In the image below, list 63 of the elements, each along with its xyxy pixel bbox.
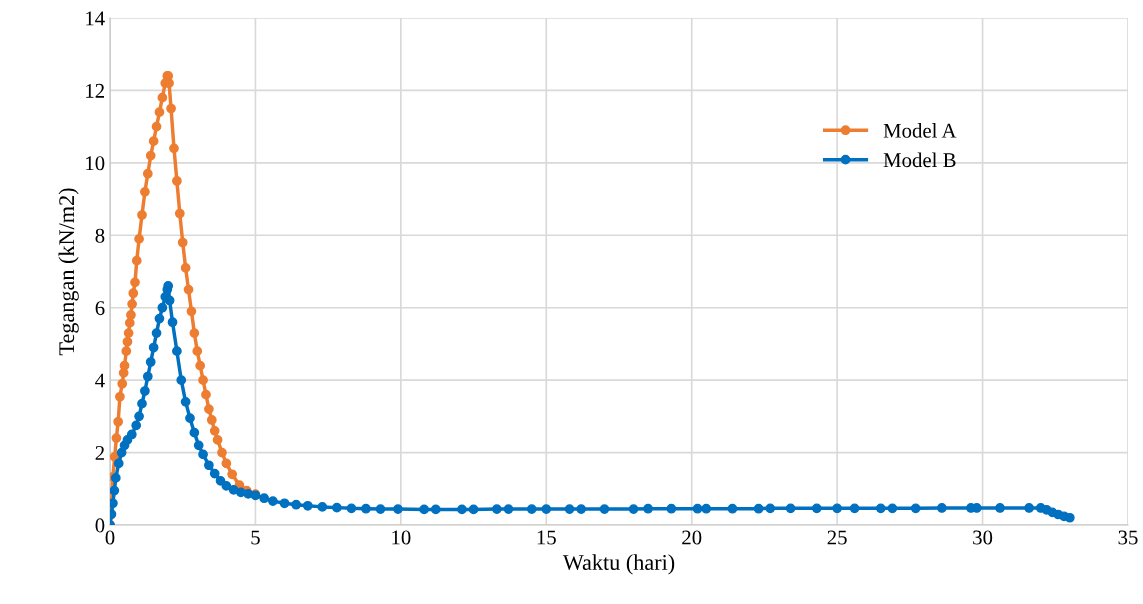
point	[121, 346, 132, 357]
point	[123, 328, 134, 338]
point	[140, 186, 150, 197]
y-tick-label: 10	[86, 156, 105, 171]
point	[113, 416, 124, 427]
point	[111, 433, 122, 443]
point	[142, 168, 153, 179]
point	[221, 458, 232, 469]
point	[201, 389, 211, 400]
point	[119, 360, 130, 371]
point	[204, 404, 214, 414]
y-tick-label: 2	[95, 446, 104, 460]
x-tick-label: 10	[392, 530, 411, 545]
point	[124, 318, 135, 328]
point	[130, 277, 140, 288]
point	[126, 310, 136, 320]
point	[186, 306, 197, 317]
point	[212, 435, 223, 445]
y-tick-label: 8	[95, 228, 105, 243]
point	[209, 425, 220, 436]
y-tick-label: 14	[86, 11, 105, 26]
point	[131, 255, 142, 266]
point	[169, 143, 179, 154]
x-tick-label: 20	[682, 530, 702, 545]
point	[198, 375, 208, 386]
x-tick-label: 25	[827, 530, 847, 545]
point	[137, 210, 147, 220]
legend-label: Model A	[883, 123, 957, 138]
point	[174, 208, 185, 219]
x-axis-title: Waktu (hari)	[562, 554, 675, 575]
point	[177, 237, 188, 248]
point	[166, 103, 176, 114]
point	[148, 136, 159, 146]
point	[227, 469, 238, 480]
x-tick-label: 30	[973, 530, 993, 545]
point	[157, 92, 168, 103]
point	[189, 328, 200, 338]
point	[151, 121, 162, 132]
point	[183, 284, 194, 295]
y-tick-label: 4	[95, 373, 105, 388]
point	[117, 378, 128, 389]
point	[192, 346, 203, 357]
point	[145, 150, 156, 161]
point	[195, 360, 206, 371]
point	[127, 299, 137, 309]
point	[115, 391, 125, 402]
x-tick-label: 35	[1118, 530, 1138, 545]
legend-label: Model B	[883, 152, 956, 168]
y-tick-label: 6	[95, 301, 105, 316]
point	[128, 288, 139, 299]
point	[180, 263, 191, 273]
y-tick-label: 0	[95, 518, 105, 533]
point	[217, 447, 227, 458]
y-tick-label: 12	[86, 83, 104, 98]
point	[154, 107, 165, 118]
point	[122, 336, 133, 347]
point	[134, 234, 144, 244]
x-tick-label: 15	[537, 530, 556, 545]
x-tick-label: 0	[105, 530, 115, 545]
point	[172, 176, 182, 186]
x-tick-label: 5	[251, 530, 260, 545]
y-axis-title: Tegangan (kN/m2)	[58, 188, 79, 356]
point	[206, 415, 217, 425]
